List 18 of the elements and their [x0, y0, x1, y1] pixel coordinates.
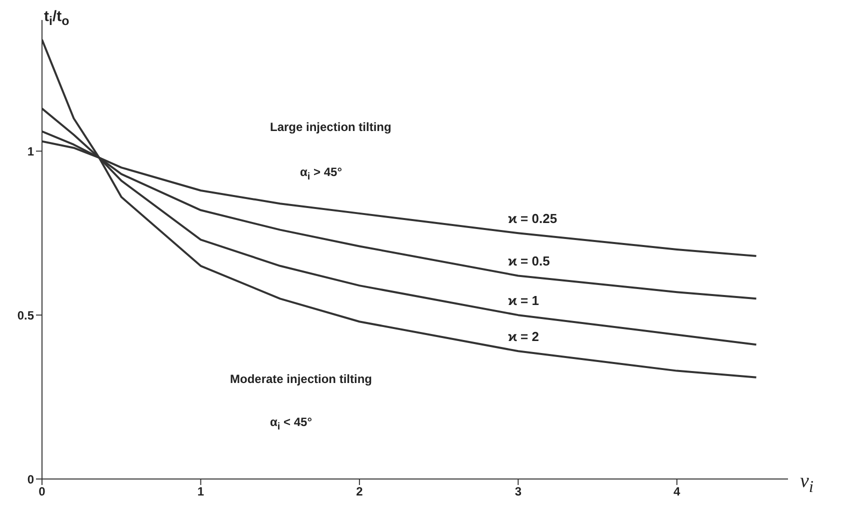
- series-label: ϰ = 1: [508, 293, 540, 308]
- y-tick-label: 0.5: [17, 308, 34, 322]
- y-axis-title: t$_{i}$/t$_{o}$: [44, 8, 70, 28]
- y-tick-label: 1: [27, 144, 34, 158]
- x-tick-label: 3: [514, 484, 522, 499]
- x-axis-title: ν$_{i}$: [800, 470, 814, 497]
- annotation: Large injection tilting: [270, 120, 392, 134]
- x-tick-label: 4: [674, 484, 681, 499]
- annotation: α$_{i}$ > 45°: [300, 165, 342, 182]
- series-label: ϰ = 0.5: [508, 254, 550, 269]
- x-tick-label: 1: [197, 484, 204, 499]
- annotation: Moderate injection tilting: [230, 372, 372, 386]
- x-tick-label: 0: [38, 484, 46, 499]
- y-tick-label: 0: [27, 472, 34, 486]
- series-label: ϰ = 0.25: [508, 211, 558, 226]
- series-label: ϰ = 2: [508, 329, 540, 344]
- x-tick-label: 2: [356, 484, 364, 499]
- annotation: α$_{i}$ < 45°: [270, 415, 312, 432]
